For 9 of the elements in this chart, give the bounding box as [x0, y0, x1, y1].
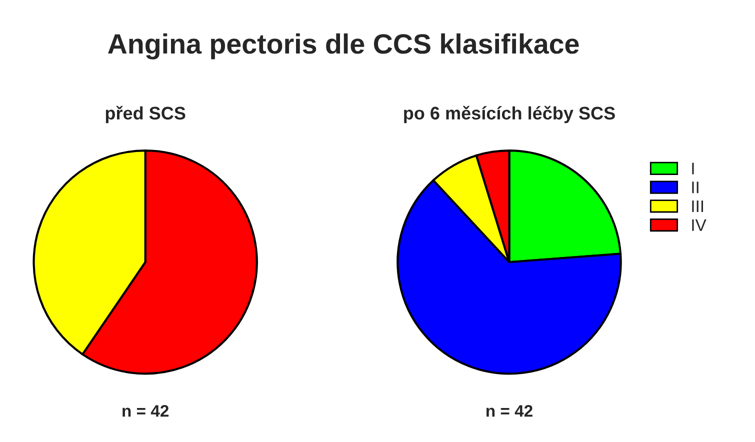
- chart-subtitle: po 6 měsících léčby SCS: [404, 106, 615, 124]
- legend-label: I: [692, 162, 694, 174]
- legend-label: III: [692, 200, 704, 212]
- text: Angina pectoris dle CCS klasifikace: [108, 33, 579, 60]
- chart-subtitle: před SCS: [106, 106, 186, 124]
- legend-label: II: [692, 182, 698, 194]
- legend-label: IV: [692, 219, 706, 231]
- text: n = 42: [486, 405, 532, 417]
- text: n = 42: [122, 405, 169, 417]
